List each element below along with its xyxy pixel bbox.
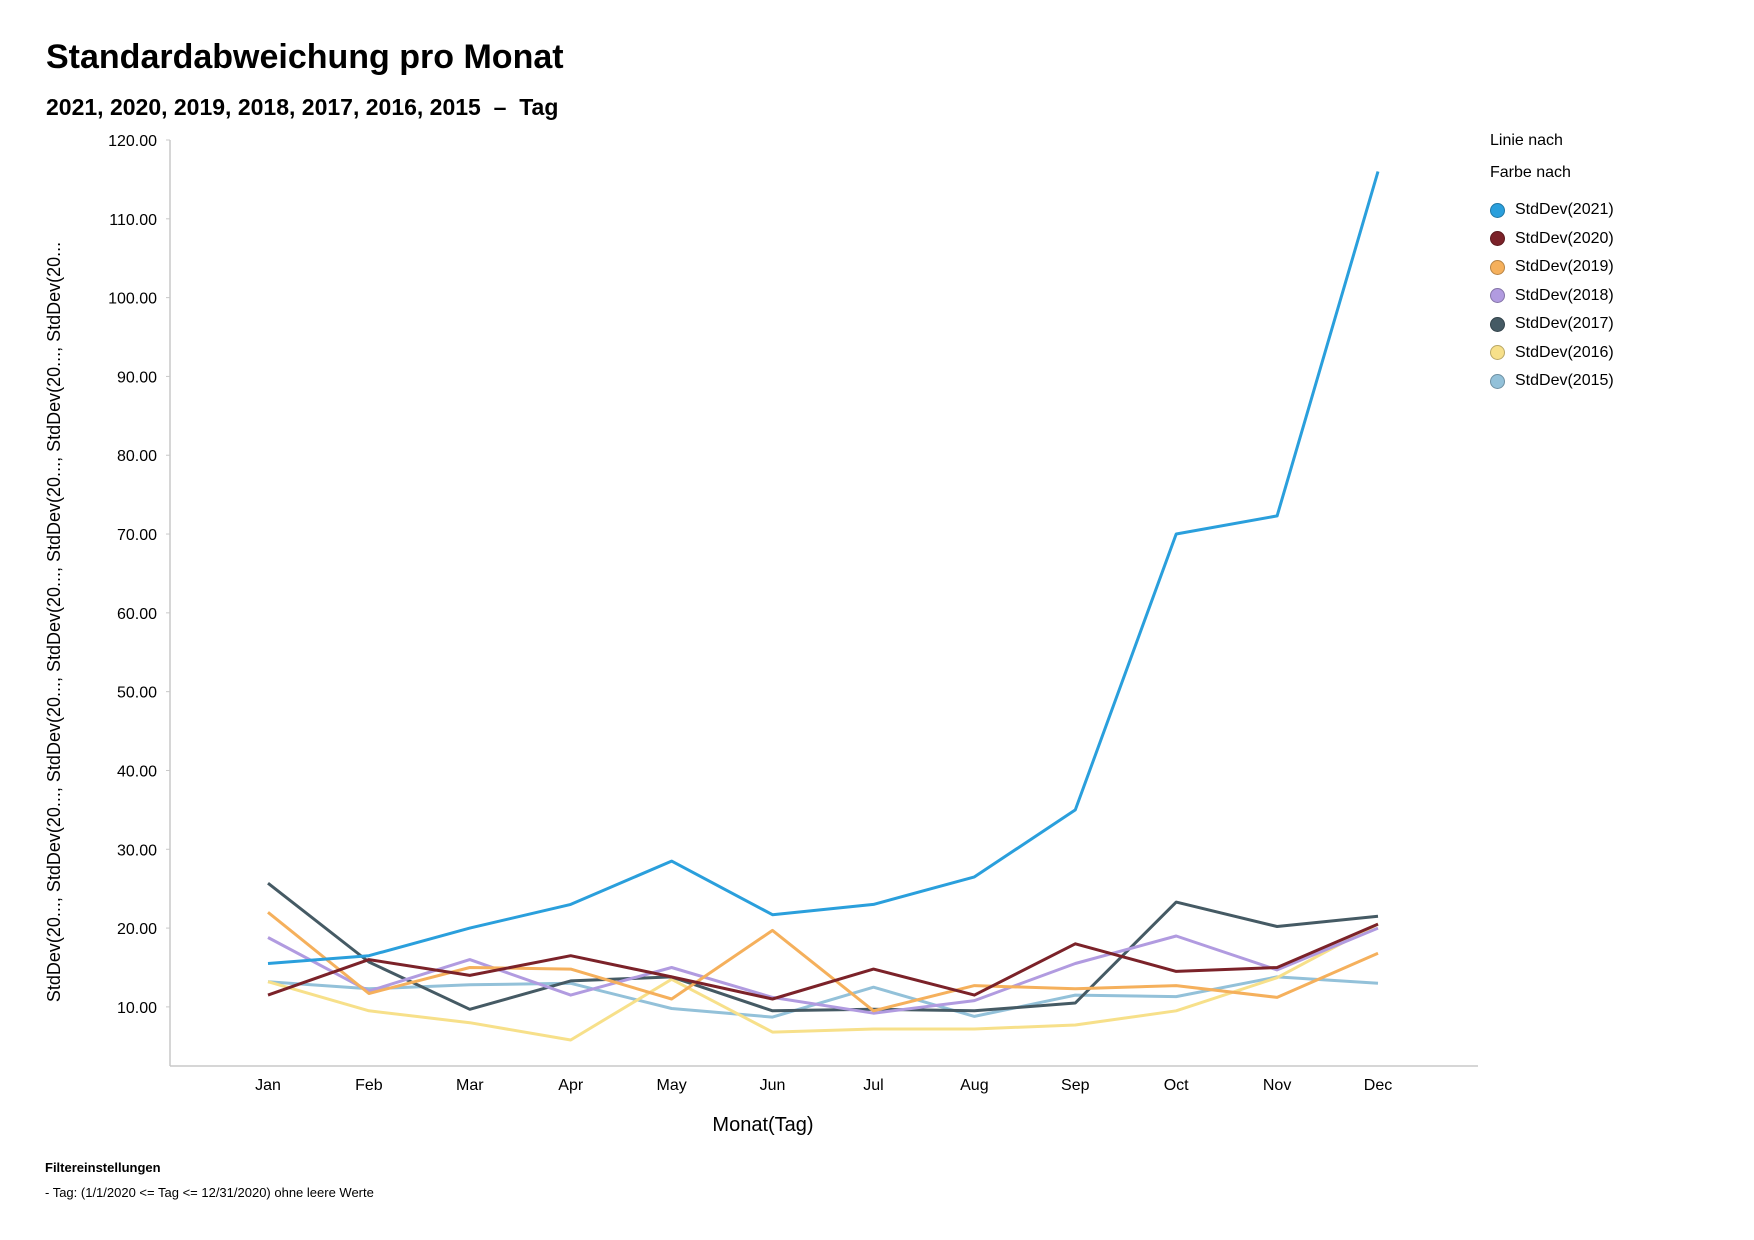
filter-settings-item: - Tag: (1/1/2020 <= Tag <= 12/31/2020) o… xyxy=(45,1185,374,1200)
series-line-stddev-2021 xyxy=(267,171,1380,965)
y-tick-label: 50.00 xyxy=(117,685,157,702)
legend-color-dot-icon xyxy=(1490,316,1505,332)
y-tick-label: 10.00 xyxy=(117,1000,157,1017)
legend-color-dot-icon xyxy=(1490,202,1505,218)
legend-item-label: StdDev(2015) xyxy=(1515,372,1614,390)
y-tick-label: 110.00 xyxy=(109,212,157,229)
legend-item[interactable]: StdDev(2016) xyxy=(1490,339,1614,368)
legend-item-label: StdDev(2018) xyxy=(1515,286,1614,304)
x-tick-label: Jun xyxy=(760,1077,786,1094)
legend-line-heading: Linie nach xyxy=(1490,132,1563,149)
y-tick-label: 80.00 xyxy=(117,448,157,465)
legend-item[interactable]: StdDev(2017) xyxy=(1490,310,1614,339)
x-tick-label: Aug xyxy=(960,1077,988,1094)
y-tick-label: 40.00 xyxy=(117,763,157,780)
y-tick-label: 30.00 xyxy=(117,842,157,859)
legend-item-label: StdDev(2017) xyxy=(1515,315,1614,333)
x-tick-label: Sep xyxy=(1061,1077,1090,1094)
x-tick-label: Jul xyxy=(863,1077,883,1094)
legend-color-heading: Farbe nach xyxy=(1490,164,1571,181)
series-line-stddev-2020 xyxy=(267,922,1379,1001)
legend-items: StdDev(2021) StdDev(2020) StdDev(2019) StdD… xyxy=(1490,196,1614,396)
x-axis-label: Monat(Tag) xyxy=(712,1114,813,1136)
y-tick-label: 60.00 xyxy=(117,606,157,623)
x-tick-label: Jan xyxy=(255,1077,281,1094)
legend-color-dot-icon xyxy=(1490,259,1505,275)
filter-settings-heading: Filtereinstellungen xyxy=(45,1160,161,1175)
y-axis-ticks: 10.00 20.00 30.00 40.00 50.00 60.00 70.00 80.00… xyxy=(108,133,170,1017)
chart-subtitle: 2021, 2020, 2019, 2018, 2017, 2016, 2015… xyxy=(46,94,559,120)
x-tick-label: Mar xyxy=(456,1077,484,1094)
x-tick-label: Feb xyxy=(355,1077,383,1094)
legend-color-dot-icon xyxy=(1490,373,1505,389)
legend-color-dot-icon xyxy=(1490,231,1505,247)
series-line-stddev-2017 xyxy=(267,882,1379,1013)
legend: Linie nach Farbe nach StdDev(2021) StdDev… xyxy=(1490,132,1614,396)
x-axis-ticks: Jan Feb Mar Apr May Jun Jul Aug Sep Oct Nov Dec xyxy=(255,1077,1392,1094)
series-line-stddev-2016 xyxy=(267,922,1379,1042)
legend-item[interactable]: StdDev(2019) xyxy=(1490,253,1614,282)
legend-item[interactable]: StdDev(2020) xyxy=(1490,225,1614,254)
series-lines xyxy=(267,171,1380,1042)
series-line-stddev-2018 xyxy=(267,926,1379,1015)
y-axis-label: StdDev(20..., StdDev(20..., StdDev(20...… xyxy=(44,242,64,1002)
chart-title: Standardabweichung pro Monat xyxy=(46,38,564,76)
series-line-stddev-2015 xyxy=(267,975,1379,1019)
legend-item[interactable]: StdDev(2015) xyxy=(1490,367,1614,396)
legend-item-label: StdDev(2016) xyxy=(1515,343,1614,361)
y-tick-label: 120.00 xyxy=(108,133,157,150)
y-tick-label: 100.00 xyxy=(108,291,157,308)
legend-color-dot-icon xyxy=(1490,345,1505,361)
legend-color-dot-icon xyxy=(1490,288,1505,304)
x-tick-label: Nov xyxy=(1263,1077,1291,1094)
x-tick-label: Apr xyxy=(558,1077,584,1094)
x-tick-label: Dec xyxy=(1364,1077,1392,1094)
x-tick-label: May xyxy=(657,1077,687,1094)
filter-settings: Filtereinstellungen - Tag: (1/1/2020 <= … xyxy=(45,1160,374,1200)
legend-item[interactable]: StdDev(2021) xyxy=(1490,196,1614,225)
legend-item-label: StdDev(2021) xyxy=(1515,201,1614,219)
y-tick-label: 70.00 xyxy=(117,527,157,544)
series-line-stddev-2019 xyxy=(267,911,1379,1013)
x-tick-label: Oct xyxy=(1164,1077,1189,1094)
legend-item[interactable]: StdDev(2018) xyxy=(1490,282,1614,311)
legend-item-label: StdDev(2020) xyxy=(1515,229,1614,247)
y-tick-label: 90.00 xyxy=(117,369,157,386)
legend-item-label: StdDev(2019) xyxy=(1515,258,1614,276)
y-tick-label: 20.00 xyxy=(117,921,157,938)
